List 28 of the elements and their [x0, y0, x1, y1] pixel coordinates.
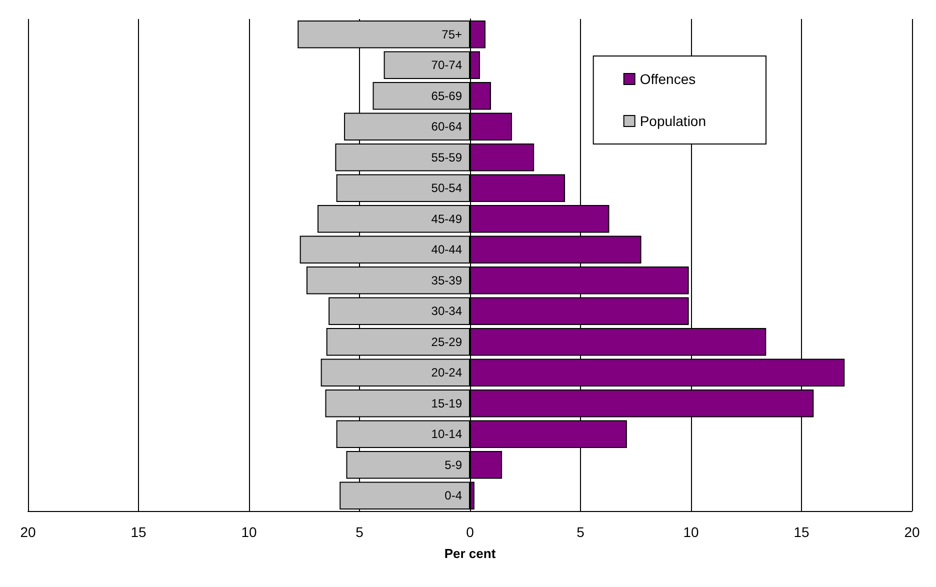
x-tick-label: 5	[576, 524, 585, 540]
x-axis-title: Per cent	[444, 546, 496, 561]
y-tick-label: 20-24	[431, 366, 462, 380]
x-tick-label: 10	[683, 524, 699, 540]
x-tick-label: 10	[241, 524, 257, 540]
y-tick-label: 55-59	[431, 150, 462, 164]
x-tick-label: 15	[794, 524, 810, 540]
x-tick-label: 20	[904, 524, 920, 540]
y-tick-label: 0-4	[444, 488, 462, 503]
y-tick-label: 10-14	[431, 427, 462, 442]
y-tick-label: 70-74	[431, 58, 462, 72]
x-tick-label: 20	[20, 524, 36, 540]
y-tick-label: 5-9	[444, 458, 462, 472]
y-tick-label: 60-64	[431, 120, 462, 134]
y-tick-label: 75+	[442, 27, 462, 42]
legend-label: Population	[640, 113, 706, 129]
y-tick-label: 35-39	[431, 273, 462, 288]
y-tick-label: 40-44	[431, 242, 462, 257]
x-tick-label: 0	[466, 524, 474, 540]
legend-label: Offences	[640, 71, 696, 87]
y-tick-label: 15-19	[431, 396, 462, 410]
y-tick-label: 50-54	[431, 181, 462, 196]
x-tick-label: 15	[130, 524, 146, 540]
y-tick-label: 65-69	[431, 88, 462, 103]
y-tick-label: 30-34	[431, 304, 462, 318]
y-tick-label: 45-49	[431, 212, 462, 226]
x-tick-label: 5	[356, 524, 364, 540]
y-tick-label: 25-29	[431, 334, 462, 349]
